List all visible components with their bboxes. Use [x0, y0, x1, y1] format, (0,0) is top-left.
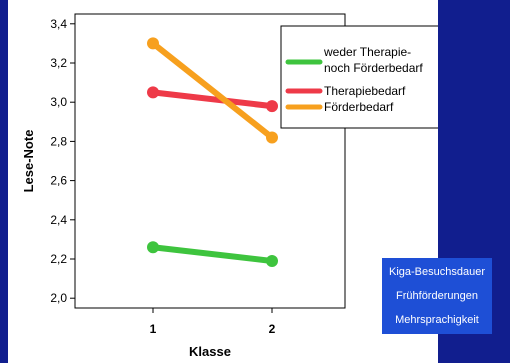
y-tick-label: 3,2 [50, 56, 67, 70]
x-tick-label: 1 [150, 322, 157, 336]
y-tick-label: 2,0 [50, 291, 67, 305]
factor-list-box: Kiga-Besuchsdauer Frühförderungen Mehrsp… [382, 258, 492, 334]
data-point [266, 100, 278, 113]
legend-label: weder Therapie- [323, 45, 411, 59]
data-point [147, 37, 159, 50]
series-line [150, 89, 275, 110]
y-tick-label: 3,4 [50, 17, 67, 31]
legend: weder Therapie-noch Förderbedarf Therapie… [280, 25, 438, 129]
series-line [150, 244, 275, 264]
x-axis-title: Klasse [189, 344, 231, 359]
y-tick-label: 2,6 [50, 174, 67, 188]
data-point [266, 254, 278, 267]
factor-item-mehrsprachigkeit: Mehrsprachigkeit [395, 314, 479, 326]
factor-item-fruehfoerderung: Frühförderungen [396, 290, 478, 302]
legend-label: noch Förderbedarf [324, 61, 423, 75]
series-layer [147, 37, 278, 267]
data-point [147, 86, 159, 99]
y-tick-label: 2,4 [50, 213, 67, 227]
y-axis: 2,0 2,2 2,4 2,6 2,8 3,0 3,2 3,4 [50, 17, 75, 305]
y-tick-label: 2,2 [50, 252, 67, 266]
y-tick-label: 3,0 [50, 95, 67, 109]
y-axis-title: Lese-Note [21, 130, 36, 193]
y-tick-label: 2,8 [50, 134, 67, 148]
legend-box [280, 25, 438, 129]
x-tick-label: 2 [269, 322, 276, 336]
legend-label: Therapiebedarf [324, 84, 406, 98]
data-point [266, 131, 278, 144]
series-line [150, 40, 275, 141]
data-point [147, 241, 159, 254]
factor-item-kiga: Kiga-Besuchsdauer [388, 266, 485, 278]
legend-label: Förderbedarf [324, 100, 394, 114]
